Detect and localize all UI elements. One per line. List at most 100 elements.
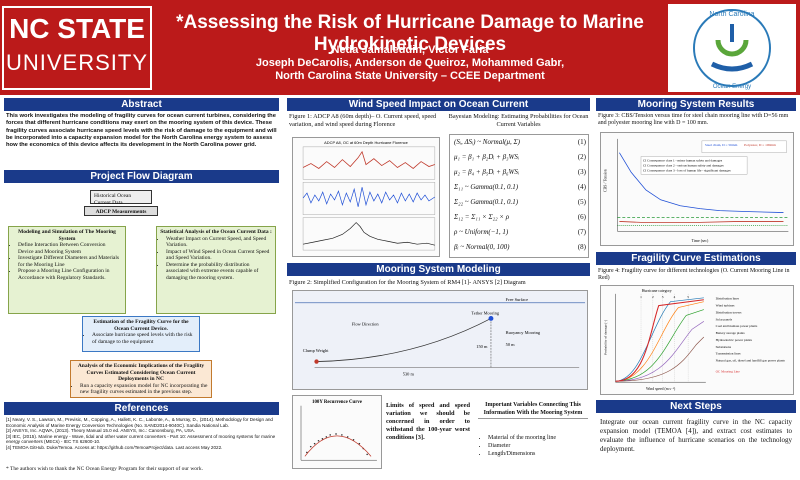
reference-item: [3] IEC, (2015). Marine energy - Wave, t…	[6, 433, 276, 445]
equation-8: βᵢ ~ Normal(0, 100) (8)	[454, 243, 586, 251]
steel-chain-series	[619, 152, 784, 213]
hurricane-category-label: 4	[674, 295, 676, 299]
fig3-note: CI Consequence class 2 - serious human s…	[643, 163, 724, 167]
reference-item: [4] TEMOA GitHub. Duke/Temoa. Access at:…	[6, 444, 223, 450]
flow-modeling-item: Define Interaction Between Conversion De…	[18, 242, 122, 255]
ncstate-logo: NC STATE UNIVERSITY	[2, 6, 152, 90]
flow-economics-box: Analysis of the Economic Implications of…	[70, 360, 212, 398]
abstract-body: This work investigates the modeling of f…	[6, 113, 277, 149]
equation-7: ρ ~ Uniform(−1, 1) (7)	[454, 228, 586, 236]
fig1-chart-title: ADCP A8, OC at 60m Depth Hurricane Flore…	[324, 140, 408, 145]
label-clump-weight: Clump Weight	[303, 348, 329, 353]
department: North Carolina State University – CCEE D…	[275, 70, 545, 82]
svg-text:North Carolina: North Carolina	[709, 11, 754, 18]
equation-5: Σ₂₂ ~ Gamma(0.1, 0.1) (5)	[454, 198, 586, 206]
label-tether: Tether Mooring	[471, 311, 500, 316]
flow-statistics-box: Statistical Analysis of the Ocean Curren…	[156, 226, 276, 314]
equation-1: (Sᵢ, ΔSᵢ) ~ Normal(μ, Σ) (1)	[454, 138, 586, 146]
fig4-legend-item: Hydroelectric power plants	[716, 338, 753, 342]
mooring-configuration-diagram: Free Surface Flow Direction Clump Weight…	[292, 290, 588, 390]
equation-6: Σ₁₂ = Σ₁₁ × Σ₂₂ × ρ (6)	[454, 213, 586, 221]
fig4-legend-item: Distribution lines	[716, 297, 740, 301]
fragility-curve	[615, 309, 704, 382]
fig1-caption: Figure 1: ADCP A8 (60m depth)– O. Curren…	[289, 113, 437, 128]
fig1-timeseries-chart: ADCP A8, OC at 60m Depth Hurricane Flore…	[292, 137, 440, 257]
fig4-legend-item: Battery storage plants	[716, 331, 746, 335]
references-heading: References	[4, 402, 279, 415]
flow-statistics-item: Impact of Wind Speed in Ocean Current Sp…	[166, 249, 272, 262]
variable-item: Material of the mooring line	[488, 434, 586, 442]
hurricane-category-label: 5	[687, 295, 689, 299]
fragility-curve	[615, 336, 705, 382]
hurricane-category-label: 1	[640, 295, 642, 299]
fig4-legend-item: Wind turbines	[716, 304, 736, 308]
fig3-legend-steel: Steel chain, D = 56mm	[705, 143, 738, 148]
hurricane-category-label: 3	[662, 295, 664, 299]
recurrence-curve-title: 100Y Recurrence Curve	[312, 400, 363, 405]
next-steps-heading: Next Steps	[596, 400, 796, 413]
next-steps-body: Integrate our ocean current fragility cu…	[600, 418, 792, 453]
variable-item: Diameter	[488, 442, 586, 450]
label-530m: 530 m	[403, 371, 415, 376]
fig3-note: CI Consequence class 1 - minor human saf…	[643, 158, 723, 162]
label-150m: 150 m	[476, 344, 488, 349]
authors-line2: Joseph DeCarolis, Anderson de Queiroz, M…	[255, 57, 565, 69]
acknowledgement: * The authors wish to thank the NC Ocean…	[6, 466, 203, 472]
fragility-heading: Fragility Curve Estimations	[596, 252, 796, 265]
label-free-surface: Free Surface	[506, 297, 528, 302]
reference-item: [2] ANSYS, Inc. AQWA, (2013). Theory Man…	[6, 428, 196, 434]
poster-title: *Assessing the Risk of Hurricane Damage …	[176, 12, 644, 55]
variables-box: Important Variables Connecting This Info…	[478, 402, 588, 470]
speed-variation-trace	[302, 187, 436, 207]
flow-modeling-item: Investigate Different Diameters and Mate…	[18, 255, 122, 268]
mooring-model-heading: Mooring System Modeling	[287, 263, 590, 276]
authors-line1: Neda Jamaleddin, Victor Faria	[331, 44, 489, 56]
polyester-series	[619, 221, 784, 223]
flow-input-box: Historical Ocean Current Data	[90, 190, 152, 206]
equation-box: (Sᵢ, ΔSᵢ) ~ Normal(μ, Σ) (1) μ₁ = β₁ + β₂…	[449, 134, 589, 258]
flow-statistics-item: Determine the probability distribution a…	[166, 262, 272, 282]
fig2-caption: Figure 2: Simplified Configuration for t…	[289, 279, 526, 286]
fig3-caption: Figure 3: CBS/Tension versus time for st…	[598, 113, 789, 127]
fig4-fragility-chart: Hurricane category 1 2 3 4 5 Probability…	[600, 285, 794, 395]
logo-line2: UNIVERSITY	[5, 50, 149, 75]
fig3-note: CI Consequence class 3 - loss of human l…	[643, 168, 731, 172]
flow-economics-item: Run a capacity expansion model for NC in…	[80, 383, 208, 396]
label-buoyancy: Buoyancy Mooring	[506, 330, 541, 335]
variables-list: Material of the mooring line Diameter Le…	[482, 434, 586, 458]
fig3-ylabel: CBS / Tension	[604, 169, 608, 192]
fragility-curve	[615, 321, 705, 382]
fig4-caption: Figure 4: Fragility curve for different …	[598, 268, 790, 282]
flow-statistics-item: Weather Impact on Current Speed, and Spe…	[166, 236, 272, 249]
fig4-legend-item: OC Mooring Line	[716, 369, 741, 373]
flow-fragility-title: Estimation of the Fragility Curve for th…	[93, 319, 189, 332]
fig3-cbs-tension-chart: CBS / Tension Time (sec) Steel chain, D …	[600, 132, 794, 246]
flow-modeling-title: Modeling and Simulation of The Mooring S…	[18, 229, 116, 242]
fragility-curve-oc-mooring	[615, 299, 704, 382]
flow-adcp-box: ADCP Measurements	[84, 206, 158, 216]
fig3-legend-polyester: Polyester, D = 100mm	[744, 143, 776, 148]
equation-3: μ₂ = β₄ + β₅Dᵢ + β₆WSᵢ (3)	[454, 168, 586, 176]
author-block: Neda Jamaleddin, Victor Faria Joseph DeC…	[160, 44, 660, 83]
fig4-legend: Distribution lines Wind turbines Distrib…	[716, 297, 786, 374]
flow-modeling-box: Modeling and Simulation of The Mooring S…	[8, 226, 126, 314]
fig4-legend-item: Transmission lines	[716, 352, 742, 356]
references-list: [1] Neary, V. S., Lawson, M., Previsic, …	[6, 417, 278, 451]
flow-heading: Project Flow Diagram	[4, 170, 279, 183]
fig3-xlabel: Time (sec)	[692, 239, 709, 243]
flow-diagram: Historical Ocean Current Data ADCP Measu…	[4, 184, 279, 400]
fig4-legend-item: Distribution towers	[716, 310, 742, 314]
wind-speed-trace	[302, 222, 435, 246]
ocean-current-speed-trace	[302, 150, 435, 169]
label-flow-direction: Flow Direction	[352, 321, 380, 326]
svg-text:Ocean Energy: Ocean Energy	[713, 84, 751, 90]
logo-line1: NC STATE	[9, 13, 145, 44]
fig4-ylabel: Probability of damage [-]	[604, 320, 608, 355]
limits-text: Limits of speed and speed variation we s…	[386, 402, 470, 441]
fig4-chart-title: Hurricane category	[642, 289, 672, 293]
poster-header: NC STATE UNIVERSITY *Assessing the Risk …	[0, 0, 800, 95]
label-50m: 50 m	[506, 342, 516, 347]
wind-heading: Wind Speed Impact on Ocean Current	[287, 98, 590, 111]
variables-title: Important Variables Connecting This Info…	[478, 402, 588, 419]
abstract-heading: Abstract	[4, 98, 279, 111]
